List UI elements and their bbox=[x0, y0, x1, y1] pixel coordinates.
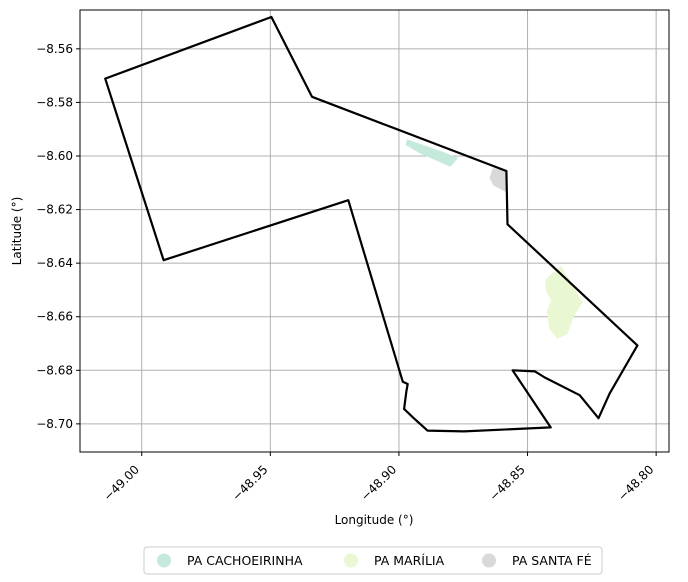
settlement-areas bbox=[405, 139, 583, 339]
x-tick-label: −48.80 bbox=[615, 462, 656, 503]
area-pa-mar-lia bbox=[545, 265, 583, 339]
y-axis-title: Latitude (°) bbox=[10, 197, 24, 266]
municipality-boundary bbox=[104, 15, 639, 433]
x-tick-label: −48.95 bbox=[229, 462, 270, 503]
legend-marker-santa-fe bbox=[482, 553, 496, 568]
x-tick-label: −49.00 bbox=[101, 462, 142, 503]
y-tick-label: −8.58 bbox=[36, 95, 73, 109]
y-tick-label: −8.62 bbox=[36, 203, 73, 217]
y-tick-label: −8.56 bbox=[36, 42, 73, 56]
legend-marker-cachoeirinha bbox=[157, 553, 171, 568]
legend-label-santa-fe: PA SANTA FÉ bbox=[512, 553, 592, 568]
legend-label-cachoeirinha: PA CACHOEIRINHA bbox=[187, 553, 303, 568]
y-tick-label: −8.66 bbox=[36, 310, 73, 324]
legend-label-marilia: PA MARÍLIA bbox=[374, 553, 445, 568]
plot-frame bbox=[79, 9, 670, 453]
y-tick-label: −8.68 bbox=[36, 363, 73, 377]
legend: PA CACHOEIRINHA PA MARÍLIA PA SANTA FÉ bbox=[143, 546, 603, 575]
x-tick-label: −48.90 bbox=[358, 462, 399, 503]
y-tick-label: −8.60 bbox=[36, 149, 73, 163]
y-tick-label: −8.70 bbox=[36, 417, 73, 431]
boundary-outline bbox=[104, 15, 639, 433]
y-tick-label: −8.64 bbox=[36, 256, 73, 270]
grid bbox=[80, 10, 669, 452]
x-axis-title: Longitude (°) bbox=[335, 513, 414, 527]
legend-marker-marilia bbox=[344, 553, 358, 568]
area-pa-santa-f- bbox=[489, 168, 507, 193]
x-tick-label: −48.85 bbox=[487, 462, 528, 503]
area-pa-cachoeirinha bbox=[405, 139, 459, 167]
